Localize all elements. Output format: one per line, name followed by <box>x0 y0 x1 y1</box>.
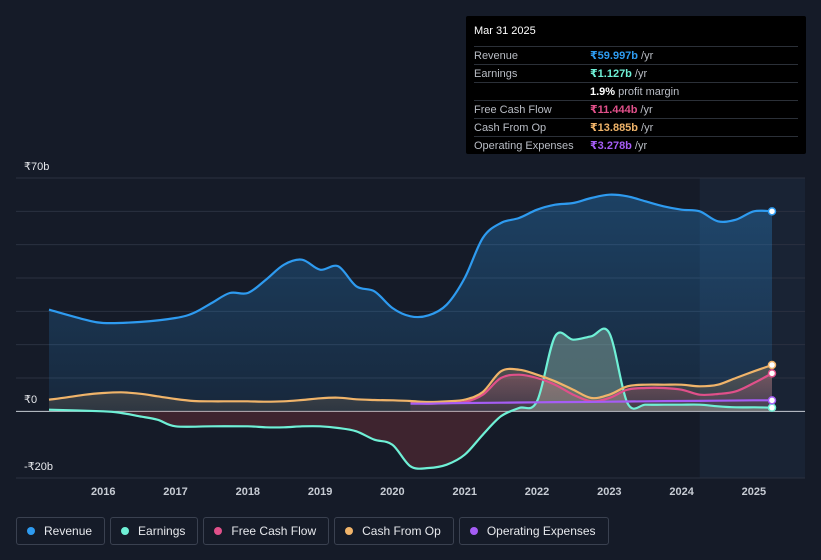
tooltip-row-value: ₹11.444b <box>590 104 638 116</box>
tooltip-row-label: Cash From Op <box>474 121 547 134</box>
x-tick-label: 2016 <box>91 486 115 498</box>
tooltip-row: 1.9% profit margin <box>474 82 798 100</box>
legend-label: Revenue <box>44 524 93 538</box>
y-tick-label: -₹20b <box>24 461 53 473</box>
tooltip-row-label: Revenue <box>474 49 519 62</box>
tooltip-panel: Mar 31 2025 Revenue ₹59.997b/yr Earnings ₹1… <box>466 16 806 154</box>
tooltip-row: Operating Expenses ₹3.278b/yr <box>474 136 798 154</box>
revenue-endpoint <box>767 207 777 216</box>
tooltip-row: Earnings ₹1.127b/yr <box>474 64 798 82</box>
legend-item-revenue[interactable]: Revenue <box>16 517 106 545</box>
x-tick-label: 2021 <box>452 486 476 498</box>
x-tick-label: 2022 <box>525 486 549 498</box>
tooltip-row-unit: /yr <box>634 139 648 152</box>
tooltip-row: Free Cash Flow ₹11.444b/yr <box>474 100 798 118</box>
tooltip-row-value: ₹3.278b <box>590 140 632 152</box>
tooltip-row-value: ₹13.885b <box>590 122 639 134</box>
legend-label: Free Cash Flow <box>231 524 317 538</box>
earnings-line <box>48 327 773 470</box>
revenue-area <box>49 194 772 412</box>
tooltip-row-value: ₹59.997b <box>590 50 639 62</box>
legend-label: Cash From Op <box>362 524 441 538</box>
legend-item-earnings[interactable]: Earnings <box>110 517 199 545</box>
x-tick-label: 2025 <box>742 486 766 498</box>
free-cash-flow-endpoint <box>767 369 777 378</box>
legend-dot-icon <box>345 527 354 535</box>
tooltip-row-unit: /yr <box>641 121 654 134</box>
x-tick-label: 2019 <box>308 486 332 498</box>
cash-from-op-endpoint <box>767 360 777 370</box>
tooltip-row-label: Earnings <box>474 67 518 80</box>
cash-from-op-line <box>48 363 773 404</box>
y-axis-labels: ₹70b ₹0 -₹20b <box>24 161 53 473</box>
tooltip-row-unit: /yr <box>641 49 654 62</box>
x-tick-label: 2018 <box>236 486 260 498</box>
series-areas <box>49 194 772 469</box>
revenue-line <box>48 193 773 325</box>
legend-item-operating-expenses[interactable]: Operating Expenses <box>458 517 609 545</box>
legend-dot-icon <box>27 527 35 535</box>
operating-expenses-line <box>410 399 772 405</box>
tooltip-row-value: 1.9% <box>590 85 616 98</box>
series-endpoints <box>767 207 777 412</box>
legend-dot-icon <box>469 527 478 535</box>
legend-label: Earnings <box>138 524 186 538</box>
x-axis-labels: 2016 2017 2018 2019 2020 2021 2022 2023 2024 2025 <box>91 486 766 498</box>
tooltip-row-unit: profit margin <box>618 85 680 98</box>
tooltip-row-label: Free Cash Flow <box>474 103 552 116</box>
x-tick-label: 2024 <box>669 486 694 498</box>
x-tick-label: 2020 <box>380 486 404 498</box>
tooltip-row-unit: /yr <box>634 67 648 80</box>
x-tick-label: 2017 <box>163 486 187 498</box>
earnings-area-positive <box>49 328 772 412</box>
tooltip-row-value: ₹1.127b <box>590 68 632 80</box>
y-tick-label: ₹70b <box>24 161 49 173</box>
cash-from-op-area <box>49 365 772 412</box>
legend-item-cash-from-op[interactable]: Cash From Op <box>334 517 454 545</box>
legend-label: Operating Expenses <box>486 524 596 538</box>
operating-expenses-endpoint <box>767 396 777 405</box>
tooltip-row: Cash From Op ₹13.885b/yr <box>474 118 798 136</box>
x-tick-label: 2023 <box>597 486 621 498</box>
legend-dot-icon <box>121 527 130 535</box>
series-lines <box>48 193 773 470</box>
tooltip-row: Revenue ₹59.997b/yr <box>474 46 798 64</box>
tooltip-row-label: Operating Expenses <box>474 139 574 152</box>
y-tick-label: ₹0 <box>24 394 37 406</box>
legend-item-free-cash-flow[interactable]: Free Cash Flow <box>203 517 330 545</box>
legend: Revenue Earnings Free Cash Flow Cash From O… <box>16 517 609 547</box>
legend-dot-icon <box>214 527 223 535</box>
tooltip-rows: Revenue ₹59.997b/yr Earnings ₹1.127b/yr 1.9%… <box>474 46 798 154</box>
earnings-area <box>49 328 772 469</box>
earnings-endpoint <box>767 403 777 412</box>
tooltip-date: Mar 31 2025 <box>474 25 536 37</box>
tooltip-row-unit: /yr <box>640 103 653 116</box>
